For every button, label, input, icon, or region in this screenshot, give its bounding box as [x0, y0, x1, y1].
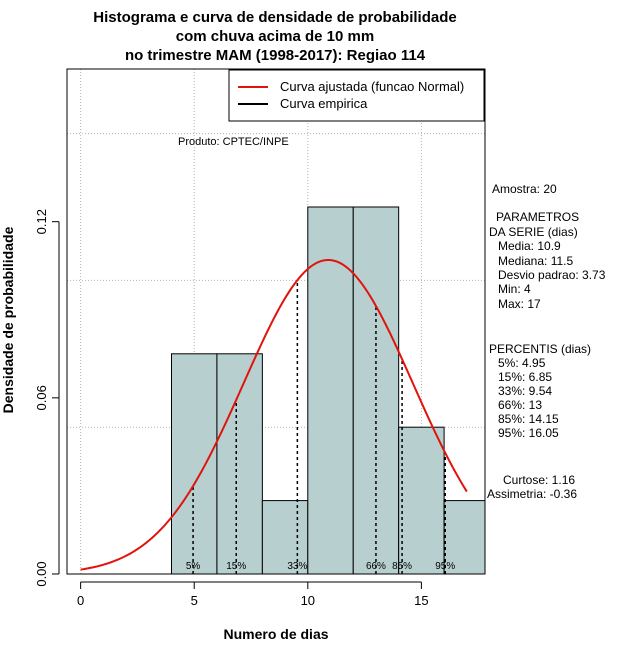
stat-amostra: Amostra: 20	[492, 182, 557, 196]
plot-frame	[66, 68, 486, 575]
x-axis-label: Numero de dias	[223, 626, 328, 642]
y-axis: 0.00 0.06 0.12	[34, 209, 60, 587]
stat-parametros-title: PARAMETROS	[496, 210, 579, 224]
chart-title-line-2: com chuva acima de 10 mm	[176, 28, 374, 45]
stat-p95: 95%: 16.05	[498, 426, 559, 440]
y-tick-label: 0.00	[34, 561, 49, 586]
stat-parametros-subtitle: DA SERIE (dias)	[489, 225, 578, 239]
stat-curtose: Curtose: 1.16	[503, 473, 575, 487]
product-annotation: Produto: CPTEC/INPE	[178, 136, 289, 148]
chart-title-line-1: Histograma e curva de densidade de proba…	[93, 9, 456, 26]
percentile-label: 33%	[287, 561, 307, 572]
normal-curve	[80, 258, 468, 571]
histogram-bars	[171, 206, 486, 575]
percentile-label: 5%	[186, 561, 201, 572]
x-tick-label: 0	[77, 593, 84, 608]
stat-p5: 5%: 4.95	[498, 356, 546, 370]
legend-label-fitted: Curva ajustada (funcao Normal)	[280, 79, 464, 94]
y-tick-label: 0.12	[34, 209, 49, 234]
percentile-label: 95%	[435, 561, 455, 572]
stat-p85: 85%: 14.15	[498, 412, 559, 426]
y-axis-label: Densidade de probabilidade	[0, 226, 16, 413]
statistics-panel: Amostra: 20 PARAMETROS DA SERIE (dias) M…	[487, 182, 606, 501]
stat-p66: 66%: 13	[498, 398, 542, 412]
stat-media: Media: 10.9	[498, 239, 561, 253]
stat-desvio: Desvio padrao: 3.73	[498, 268, 606, 282]
histogram-bar	[216, 353, 263, 575]
x-tick-label: 5	[191, 593, 198, 608]
x-tick-label: 15	[414, 593, 428, 608]
legend: Curva ajustada (funcao Normal) Curva emp…	[228, 69, 485, 122]
histogram-bar	[307, 206, 354, 575]
percentile-label: 15%	[226, 561, 246, 572]
chart-title-line-3: no trimestre MAM (1998-2017): Regiao 114	[125, 47, 426, 64]
legend-box	[228, 69, 485, 122]
x-tick-label: 10	[301, 593, 315, 608]
stat-min: Min: 4	[498, 282, 531, 296]
stat-p33: 33%: 9.54	[498, 384, 552, 398]
legend-label-empirical: Curva empirica	[280, 96, 368, 111]
x-axis: 0 5 10 15	[77, 581, 429, 608]
percentile-label: 85%	[392, 561, 412, 572]
stat-percentis-title: PERCENTIS (dias)	[489, 342, 591, 356]
percentile-label: 66%	[366, 561, 386, 572]
histogram-bar	[398, 426, 445, 575]
stat-assimetria: Assimetria: -0.36	[487, 487, 577, 501]
histogram-bar	[171, 353, 218, 575]
histogram-bar	[443, 500, 486, 575]
stat-max: Max: 17	[498, 297, 541, 311]
y-tick-label: 0.06	[34, 385, 49, 410]
percentile-lines: 5% 15% 33% 66% 85% 95%	[186, 280, 455, 574]
stat-mediana: Mediana: 11.5	[498, 254, 573, 268]
stat-p15: 15%: 6.85	[498, 370, 552, 384]
